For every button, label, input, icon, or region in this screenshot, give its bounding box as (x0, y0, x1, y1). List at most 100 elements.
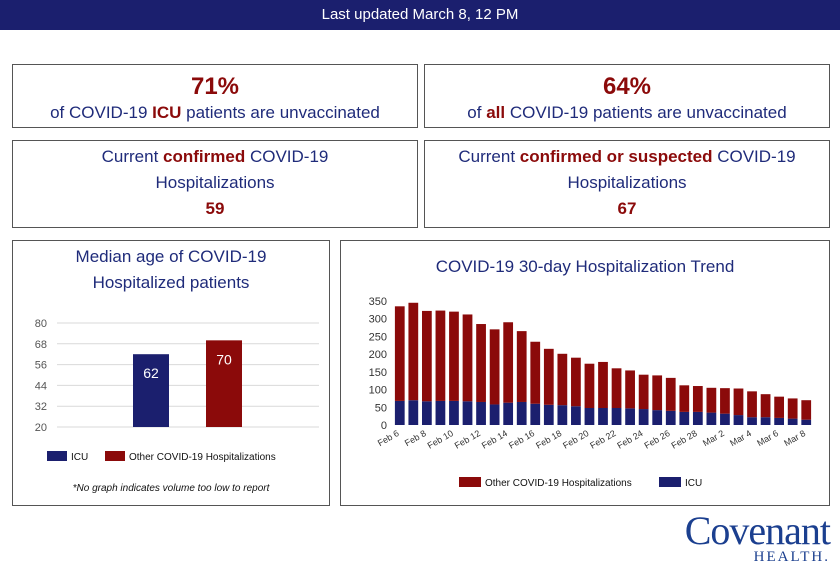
bar-other (638, 374, 649, 410)
bar-other (611, 368, 622, 408)
suspected-hosp-count: 67 (617, 199, 637, 218)
x-tick-label: Mar 4 (728, 428, 753, 448)
bar-icu (638, 409, 649, 425)
trend-chart-title: COVID-19 30-day Hospitalization Trend (435, 257, 735, 276)
x-tick-label: Feb 16 (507, 428, 536, 451)
confirmed-hospitalizations-card: Current confirmed COVID-19 Hospitalizati… (12, 140, 418, 228)
x-tick-label: Mar 6 (755, 428, 780, 448)
x-tick-label: Feb 12 (453, 428, 482, 451)
bar-other (652, 375, 663, 411)
bar-icu (760, 417, 771, 425)
bar-other (625, 370, 635, 409)
bar-icu (503, 402, 514, 425)
bar-other (747, 391, 757, 418)
confirmed-hosp-label-line2: Hospitalizations (155, 173, 275, 192)
bar-icu (652, 410, 663, 425)
all-unvaccinated-percent: 64% (602, 73, 652, 100)
last-updated-text: Last updated March 8, 12 PM (321, 6, 519, 23)
bar-icu (720, 413, 730, 425)
icu-unvaccinated-percent: 71% (190, 73, 240, 100)
bar-other (489, 329, 500, 405)
bar-icu (133, 354, 169, 427)
y-tick-label: 44 (35, 380, 47, 392)
legend-swatch-other (459, 477, 481, 487)
x-tick-label: Feb 18 (534, 428, 563, 451)
y-tick-label: 32 (35, 401, 47, 413)
bar-other (394, 306, 405, 401)
y-tick-label: 350 (369, 296, 387, 308)
bar-other (503, 322, 514, 403)
all-unvaccinated-label: of all COVID-19 patients are unvaccinate… (467, 103, 787, 122)
bar-icu (733, 415, 744, 425)
x-tick-label: Feb 24 (615, 428, 644, 451)
bar-other (206, 340, 242, 427)
median-age-title-line2: Hospitalized patients (92, 273, 250, 292)
legend-label-other: Other COVID-19 Hospitalizations (485, 478, 632, 489)
bar-icu (679, 411, 690, 425)
suspected-hospitalizations-card: Current confirmed or suspected COVID-19 … (424, 140, 830, 228)
bar-icu (611, 407, 622, 425)
suspected-hosp-label-line1: Current confirmed or suspected COVID-19 (458, 147, 796, 166)
bar-icu (394, 400, 405, 425)
bar-icu (774, 417, 785, 425)
low-volume-note: *No graph indicates volume too low to re… (72, 483, 270, 494)
y-tick-label: 100 (369, 385, 387, 397)
bar-other (571, 357, 581, 407)
x-tick-label: Feb 22 (588, 428, 617, 451)
icu-unvaccinated-card: 71% of COVID-19 ICU patients are unvacci… (12, 64, 418, 128)
bar-other (692, 386, 703, 412)
y-tick-label: 50 (375, 402, 387, 414)
bar-icu (489, 404, 500, 425)
bar-other (449, 311, 459, 401)
bar-icu (462, 401, 473, 425)
trend-chart-card: COVID-19 30-day Hospitalization Trend 0 5… (340, 240, 830, 506)
confirmed-hosp-count: 59 (205, 199, 225, 218)
bar-other (679, 385, 690, 412)
y-tick-label: 80 (35, 318, 47, 330)
legend-label-other: Other COVID-19 Hospitalizations (129, 452, 276, 463)
legend-swatch-other (105, 451, 125, 461)
last-updated-banner: Last updated March 8, 12 PM (0, 0, 840, 30)
suspected-hosp-label-line2: Hospitalizations (567, 173, 687, 192)
bar-other (476, 324, 486, 402)
y-tick-label: 150 (369, 367, 387, 379)
x-tick-label: Feb 20 (561, 428, 590, 451)
bar-icu (449, 400, 459, 425)
legend-swatch-icu (659, 477, 681, 487)
x-tick-label: Mar 8 (782, 428, 807, 448)
bar-other (435, 310, 446, 401)
bar-other (408, 302, 419, 401)
bar-other (787, 398, 798, 419)
bar-other (801, 400, 812, 420)
bar-other (516, 331, 527, 402)
bar-other (462, 314, 473, 402)
x-tick-label: Feb 28 (670, 428, 699, 451)
x-tick-label: Feb 10 (426, 428, 455, 451)
bar-icu (706, 412, 717, 425)
x-tick-label: Feb 26 (642, 428, 671, 451)
logo-subtext: HEALTH. (753, 549, 830, 565)
bar-other (557, 353, 568, 406)
bar-icu (476, 401, 486, 425)
bar-other (760, 394, 771, 418)
bar-icu (584, 407, 595, 425)
bar-other (706, 387, 717, 413)
bar-other (421, 310, 432, 402)
bar-icu (747, 417, 757, 425)
y-tick-label: 0 (381, 420, 387, 432)
x-tick-label: Mar 2 (701, 428, 726, 448)
bar-icu (516, 401, 527, 425)
y-tick-label: 250 (369, 331, 387, 343)
bar-value-label: 70 (216, 351, 232, 367)
bar-icu (598, 407, 608, 425)
bar-other (543, 348, 554, 405)
logo-wordmark: Covenant (684, 508, 831, 553)
bar-icu (543, 404, 554, 425)
legend-label-icu: ICU (685, 478, 702, 489)
bar-icu (530, 403, 541, 425)
bar-icu (557, 405, 568, 425)
bar-other (530, 341, 541, 404)
icu-unvaccinated-label: of COVID-19 ICU patients are unvaccinate… (50, 103, 380, 122)
median-age-title-line1: Median age of COVID-19 (75, 247, 267, 266)
